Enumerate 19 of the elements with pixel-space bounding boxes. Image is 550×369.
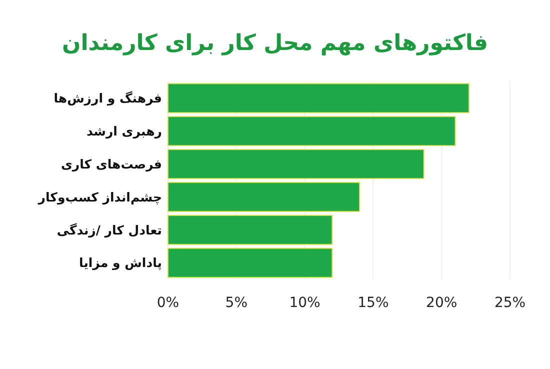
x-tick-label: 15% <box>358 295 389 311</box>
x-tick-label: 5% <box>225 295 248 311</box>
y-tick-label: فرهنگ و ارزش‌ها <box>54 90 162 107</box>
y-tick-label: رهبری ارشد <box>86 123 162 140</box>
x-tick-label: 0% <box>156 295 180 311</box>
bar <box>168 116 456 146</box>
x-tick-label: 20% <box>426 295 458 311</box>
y-tick-label: پاداش و مزایا <box>79 255 162 272</box>
x-tick-label: 25% <box>494 295 526 311</box>
y-tick-label: فرصت‌های کاری <box>60 156 162 172</box>
bar <box>168 182 360 212</box>
bar <box>168 214 333 245</box>
y-tick-label: تعادل کار /زندگی <box>56 222 162 238</box>
y-tick-label: چشم‌انداز کسب‌وکار <box>37 189 162 206</box>
bar <box>168 248 333 278</box>
x-tick-label: 10% <box>289 295 320 311</box>
bar <box>168 149 424 180</box>
chart-title: فاکتورهای مهم محل کار برای کارمندان <box>62 31 488 56</box>
bar <box>168 83 470 114</box>
